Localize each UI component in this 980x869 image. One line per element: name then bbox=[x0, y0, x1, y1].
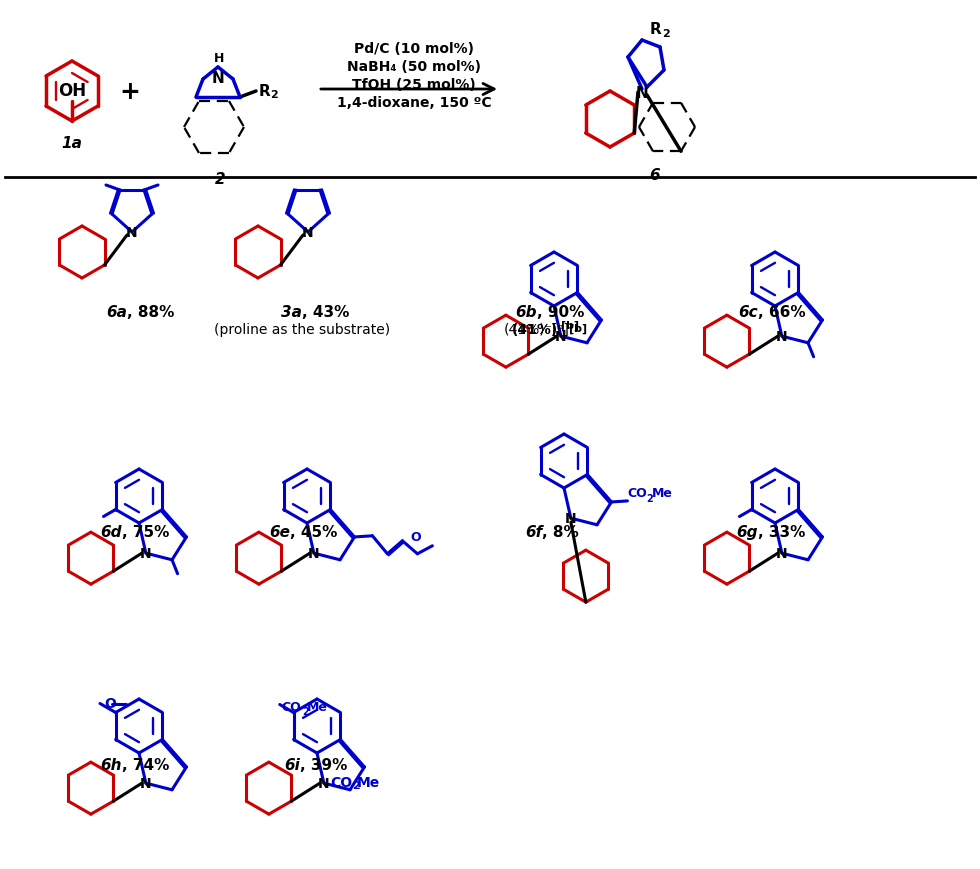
Text: , 43%: , 43% bbox=[302, 305, 350, 320]
Text: N: N bbox=[126, 226, 138, 240]
Text: 1,4-dioxane, 150 ºC: 1,4-dioxane, 150 ºC bbox=[337, 96, 491, 109]
Text: 1a: 1a bbox=[62, 136, 82, 151]
Text: , 39%: , 39% bbox=[300, 757, 347, 773]
Text: Me: Me bbox=[357, 775, 380, 789]
Text: , 88%: , 88% bbox=[127, 305, 174, 320]
Text: (41%)⁻[ᵇ]: (41%)⁻[ᵇ] bbox=[504, 322, 570, 336]
Text: 2: 2 bbox=[647, 494, 653, 503]
Text: 6c: 6c bbox=[738, 305, 758, 320]
Text: CO: CO bbox=[330, 775, 352, 789]
Text: , 33%: , 33% bbox=[758, 524, 806, 540]
Text: N: N bbox=[776, 329, 788, 344]
Text: H: H bbox=[214, 52, 224, 65]
Text: N: N bbox=[308, 547, 319, 561]
Text: 6b: 6b bbox=[515, 305, 537, 320]
Text: N: N bbox=[555, 329, 566, 344]
Text: OH: OH bbox=[58, 82, 86, 100]
Text: 6f: 6f bbox=[524, 524, 542, 540]
Text: 6g: 6g bbox=[737, 524, 758, 540]
Text: [b]: [b] bbox=[569, 323, 587, 334]
Text: , 8%: , 8% bbox=[542, 524, 579, 540]
Text: 6a: 6a bbox=[106, 305, 127, 320]
Text: 6i: 6i bbox=[284, 757, 300, 773]
Text: R: R bbox=[259, 84, 270, 99]
Text: 2: 2 bbox=[352, 780, 360, 790]
Text: 6h: 6h bbox=[101, 757, 122, 773]
Text: 6e: 6e bbox=[269, 524, 290, 540]
Text: 2: 2 bbox=[662, 29, 669, 39]
Text: N: N bbox=[302, 226, 314, 240]
Text: 2: 2 bbox=[302, 706, 309, 717]
Text: Pd/C (10 mol%): Pd/C (10 mol%) bbox=[354, 42, 474, 56]
Text: N: N bbox=[140, 547, 152, 561]
Text: O: O bbox=[411, 531, 421, 544]
Text: Me: Me bbox=[652, 487, 672, 500]
Text: N: N bbox=[318, 776, 329, 790]
Text: CO: CO bbox=[282, 700, 302, 713]
Text: Me: Me bbox=[307, 700, 327, 713]
Text: 2: 2 bbox=[270, 90, 277, 100]
Text: N: N bbox=[565, 512, 576, 526]
Text: NaBH₄ (50 mol%): NaBH₄ (50 mol%) bbox=[347, 60, 481, 74]
Text: R: R bbox=[650, 22, 662, 36]
Text: TfOH (25 mol%): TfOH (25 mol%) bbox=[352, 78, 476, 92]
Text: (proline as the substrate): (proline as the substrate) bbox=[214, 322, 390, 336]
Text: , 90%: , 90% bbox=[537, 305, 584, 320]
Text: , 74%: , 74% bbox=[122, 757, 170, 773]
Text: O: O bbox=[104, 697, 116, 711]
Text: +: + bbox=[120, 80, 140, 104]
Text: N: N bbox=[636, 85, 649, 101]
Text: , 75%: , 75% bbox=[122, 524, 170, 540]
Text: , 66%: , 66% bbox=[758, 305, 806, 320]
Text: 2: 2 bbox=[215, 172, 225, 187]
Text: N: N bbox=[212, 71, 224, 86]
Text: 6d: 6d bbox=[101, 524, 122, 540]
Text: N: N bbox=[140, 776, 152, 790]
Text: [b]: [b] bbox=[561, 321, 579, 331]
Text: 3a: 3a bbox=[281, 305, 302, 320]
Text: CO: CO bbox=[627, 487, 647, 500]
Text: 6: 6 bbox=[650, 168, 661, 182]
Text: (41%): (41%) bbox=[512, 322, 559, 336]
Text: N: N bbox=[776, 547, 788, 561]
Text: , 45%: , 45% bbox=[290, 524, 337, 540]
